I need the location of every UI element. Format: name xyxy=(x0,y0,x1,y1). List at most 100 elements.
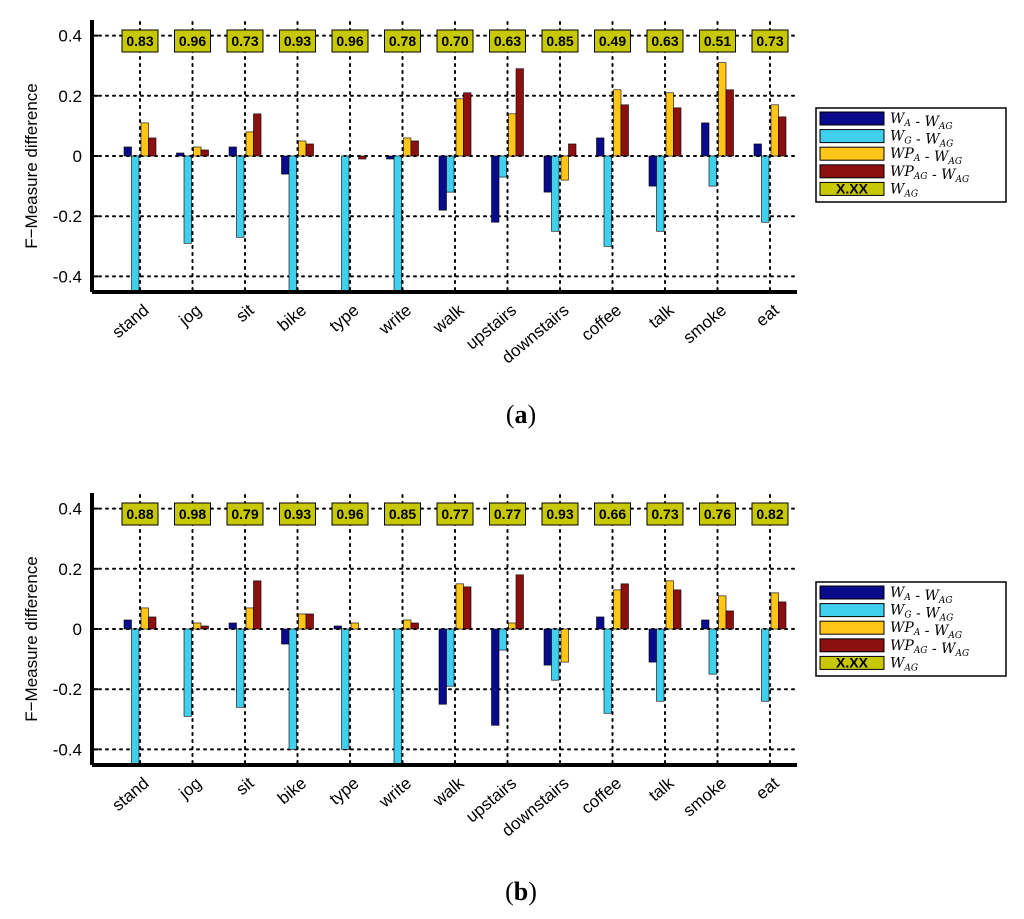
bar-smoke-series-1 xyxy=(708,628,717,675)
y-tick-label: -0.2 xyxy=(53,207,82,226)
x-tick-label-coffee: coffee xyxy=(578,301,625,345)
x-tick-label-stand: stand xyxy=(108,774,152,815)
wag-box-talk xyxy=(646,502,684,526)
wag-box-bike xyxy=(279,29,316,53)
legend-swatch-3 xyxy=(819,638,885,653)
bar-coffee-series-3 xyxy=(620,583,629,630)
bar-walk-series-3 xyxy=(463,586,472,630)
bar-downstairs-series-1 xyxy=(551,155,560,232)
x-tick-label-type: type xyxy=(326,301,363,336)
wag-value-jog: 0.98 xyxy=(179,506,206,522)
legend-swatch-wag-text: X.XX xyxy=(836,180,869,196)
x-tick-label-smoke: smoke xyxy=(679,301,730,348)
bar-upstairs-series-2 xyxy=(508,113,517,157)
bar-upstairs-series-1 xyxy=(498,155,507,178)
bar-coffee-series-3 xyxy=(620,104,629,157)
bar-smoke-series-3 xyxy=(725,610,734,630)
bar-talk-series-1 xyxy=(656,628,665,702)
x-tick-label-coffee: coffee xyxy=(578,774,625,818)
wag-value-type: 0.96 xyxy=(336,33,363,49)
wag-value-talk: 0.73 xyxy=(651,506,678,522)
x-tick-label-walk: walk xyxy=(429,300,468,337)
legend-label-4: WAG xyxy=(890,655,918,673)
bar-bike-series-1 xyxy=(288,628,297,750)
x-tick-label-write: write xyxy=(375,301,415,339)
wag-value-coffee: 0.49 xyxy=(599,33,626,49)
wag-value-sit: 0.79 xyxy=(231,506,258,522)
wag-box-jog xyxy=(174,502,211,526)
y-tick-label: 0.4 xyxy=(58,27,82,46)
wag-box-downstairs xyxy=(541,29,579,53)
wag-value-smoke: 0.76 xyxy=(704,506,731,522)
bar-coffee-series-0 xyxy=(596,616,605,630)
wag-value-upstairs: 0.77 xyxy=(494,506,521,522)
bar-sit-series-3 xyxy=(253,580,262,630)
bar-walk-series-1 xyxy=(446,155,455,193)
bar-downstairs-series-0 xyxy=(543,155,552,193)
y-axis-label: F−Measure difference xyxy=(22,556,41,722)
bar-smoke-series-1 xyxy=(708,155,717,187)
bar-eat-series-0 xyxy=(753,143,762,157)
legend-label-4: WAG xyxy=(890,181,918,199)
bar-eat-series-2 xyxy=(770,592,779,630)
wag-value-upstairs: 0.63 xyxy=(494,33,521,49)
wag-value-eat: 0.82 xyxy=(756,506,783,522)
wag-box-type xyxy=(331,502,369,526)
bar-stand-series-3 xyxy=(148,137,157,157)
bar-downstairs-series-2 xyxy=(560,155,569,181)
wag-box-stand xyxy=(121,502,159,526)
bar-bike-series-3 xyxy=(305,143,314,157)
legend-label-1: WG - WAG xyxy=(890,603,953,624)
bar-type-series-1 xyxy=(341,628,350,750)
bar-talk-series-1 xyxy=(656,155,665,232)
x-tick-label-stand: stand xyxy=(108,301,152,342)
x-tick-label-type: type xyxy=(326,774,363,809)
wag-box-smoke xyxy=(699,502,736,526)
legend-label-0: WA - WAG xyxy=(890,111,953,132)
legend-swatch-1 xyxy=(819,129,885,144)
wag-box-type xyxy=(331,29,369,53)
y-tick-label: 0.4 xyxy=(58,500,82,519)
bar-walk-series-0 xyxy=(438,155,447,211)
wag-value-stand: 0.83 xyxy=(126,33,153,49)
bar-walk-series-3 xyxy=(463,92,472,157)
chart-panel-a: 0.4 0.2 0 -0.2 -0.4 0.83 0.96 0.73 0.93 0.96 0.78 0… xyxy=(22,20,1007,429)
bar-stand-series-0 xyxy=(123,146,132,157)
wag-box-smoke xyxy=(699,29,736,53)
x-tick-label-bike: bike xyxy=(274,774,310,809)
wag-value-eat: 0.73 xyxy=(756,33,783,49)
x-tick-label-write: write xyxy=(375,774,415,812)
bar-bike-series-2 xyxy=(298,140,307,157)
wag-value-write: 0.78 xyxy=(389,33,416,49)
wag-value-downstairs: 0.93 xyxy=(546,506,573,522)
legend-swatch-wag xyxy=(819,181,885,196)
legend-label-3: WPAG - WAG xyxy=(890,638,969,659)
bar-stand-series-2 xyxy=(140,122,149,157)
bar-walk-series-1 xyxy=(446,628,455,687)
x-tick-label-talk: talk xyxy=(645,773,678,805)
bar-upstairs-series-0 xyxy=(491,155,500,223)
wag-box-coffee xyxy=(594,29,631,53)
wag-value-bike: 0.93 xyxy=(284,506,311,522)
legend-swatch-2 xyxy=(819,146,885,161)
bar-type-series-3 xyxy=(358,155,367,160)
wag-box-downstairs xyxy=(541,502,579,526)
bar-smoke-series-3 xyxy=(725,89,734,157)
wag-box-walk xyxy=(436,29,474,53)
bar-talk-series-3 xyxy=(673,107,682,157)
y-tick-label: -0.4 xyxy=(53,740,82,759)
wag-value-walk: 0.77 xyxy=(441,506,468,522)
bar-walk-series-0 xyxy=(438,628,447,705)
bar-upstairs-series-1 xyxy=(498,628,507,651)
wag-box-walk xyxy=(436,502,474,526)
bar-jog-series-0 xyxy=(176,152,185,157)
bar-walk-series-2 xyxy=(455,98,464,157)
chart-panel-b: 0.4 0.2 0 -0.2 -0.4 0.88 0.98 0.79 0.93 0.96 0.85 0… xyxy=(22,493,1007,906)
bar-write-series-1 xyxy=(393,628,402,765)
bar-write-series-3 xyxy=(410,140,419,157)
bar-type-series-1 xyxy=(341,155,350,292)
y-tick-label: 0.2 xyxy=(58,87,82,106)
bar-eat-series-2 xyxy=(770,104,779,157)
bar-write-series-2 xyxy=(403,619,412,630)
bar-talk-series-0 xyxy=(648,155,657,187)
